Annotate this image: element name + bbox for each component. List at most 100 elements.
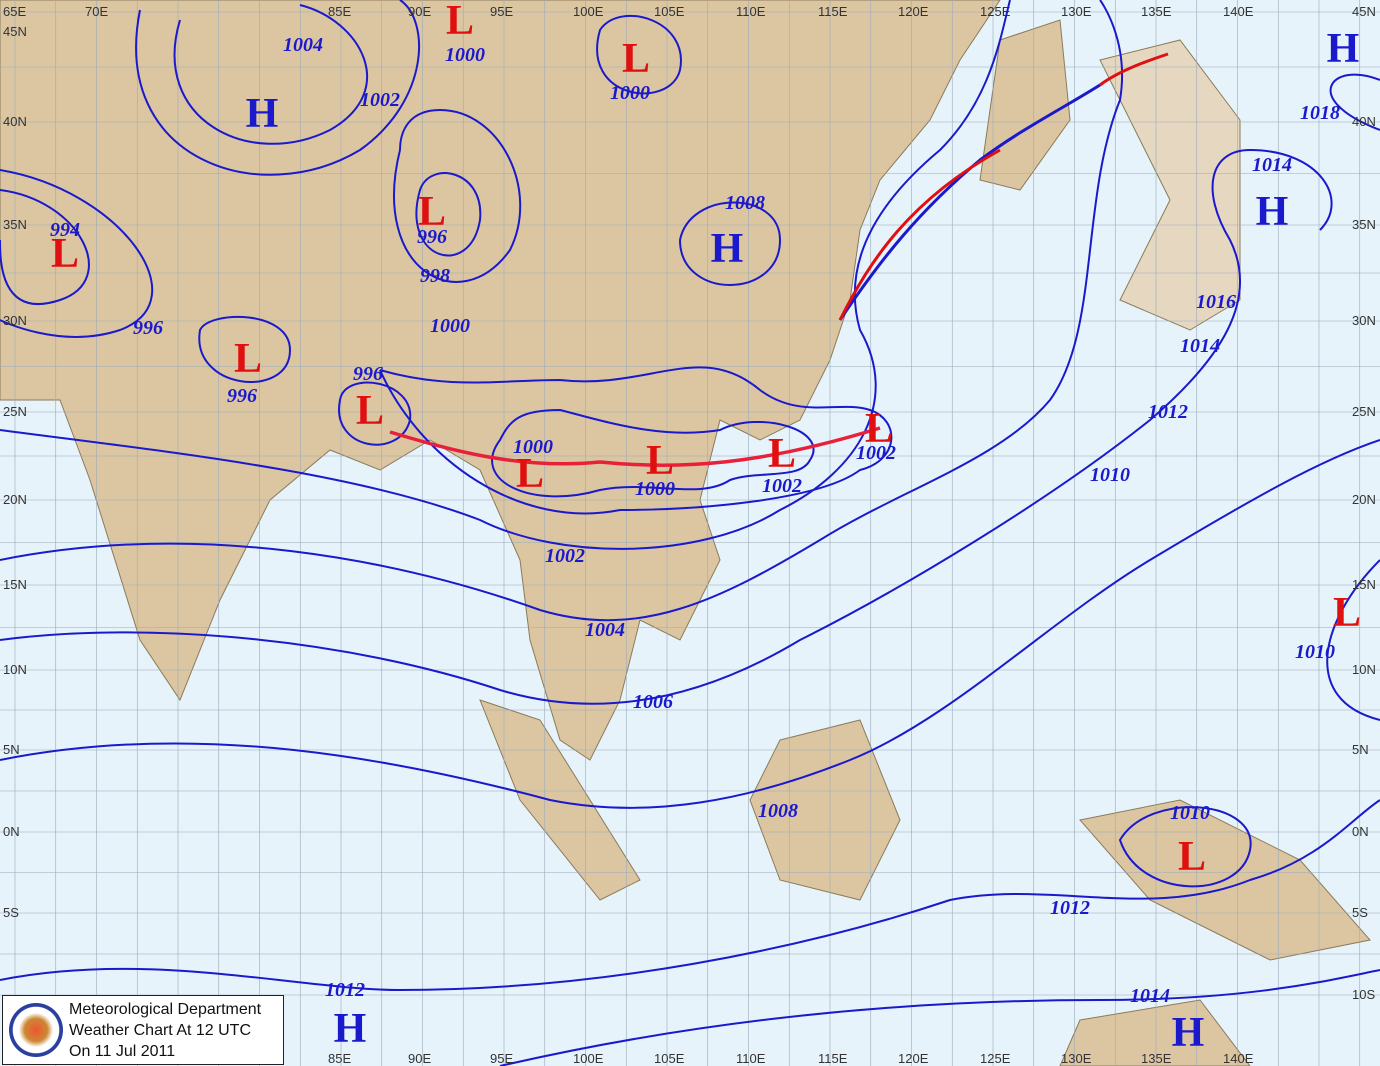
latitude-label: 35N <box>1352 217 1376 232</box>
longitude-label: 140E <box>1223 1051 1254 1066</box>
latitude-label: 40N <box>1352 114 1376 129</box>
isobar-label: 1016 <box>1196 291 1236 313</box>
legend-org: Meteorological Department <box>69 1001 262 1018</box>
longitude-label: 125E <box>980 1051 1011 1066</box>
isobar-label: 1010 <box>1090 464 1130 486</box>
latitude-label: 5N <box>3 742 20 757</box>
isobar-label: 1018 <box>1300 102 1340 124</box>
latitude-label: 10S <box>1352 987 1376 1002</box>
longitude-label: 105E <box>654 4 685 19</box>
longitude-label: 95E <box>490 4 514 19</box>
isobar-label: 996 <box>227 385 257 407</box>
longitude-label: 90E <box>408 4 432 19</box>
chart-legend: Meteorological Department Weather Chart … <box>2 995 284 1065</box>
longitude-label: 100E <box>573 1051 604 1066</box>
longitude-label: 125E <box>980 4 1011 19</box>
low-pressure-center: L <box>50 231 80 278</box>
latitude-label: 5N <box>1352 742 1369 757</box>
isobar-label: 996 <box>417 226 447 248</box>
longitude-label: 130E <box>1061 1051 1092 1066</box>
latitude-label: 5S <box>1352 905 1368 920</box>
latitude-label: 30N <box>1352 313 1376 328</box>
isobar-label: 1000 <box>445 44 485 66</box>
latitude-label: 15N <box>1352 577 1376 592</box>
isobar-label: 1010 <box>1170 802 1210 824</box>
low-pressure-center: L <box>355 388 385 435</box>
longitude-label: 115E <box>818 4 848 19</box>
isobar-label: 1000 <box>513 436 553 458</box>
longitude-label: 85E <box>328 4 352 19</box>
isobar-label: 1014 <box>1130 985 1170 1007</box>
department-seal-logo <box>9 1003 63 1057</box>
latitude-label: 0N <box>1352 824 1369 839</box>
latitude-label: 20N <box>1352 492 1376 507</box>
longitude-label: 140E <box>1223 4 1254 19</box>
high-pressure-center: H <box>1171 1010 1205 1057</box>
isobar-label: 1014 <box>1252 154 1292 176</box>
longitude-label: 105E <box>654 1051 685 1066</box>
isobar-label: 1012 <box>1148 401 1188 423</box>
low-pressure-center: L <box>864 406 894 453</box>
low-pressure-center: L <box>233 336 263 383</box>
legend-title: Weather Chart At 12 UTC <box>69 1022 251 1039</box>
latitude-label: 10N <box>3 662 27 677</box>
longitude-label: 115E <box>818 1051 848 1066</box>
latitude-label: 45N <box>3 24 27 39</box>
isobar-label: 1010 <box>1295 641 1335 663</box>
low-pressure-center: L <box>767 431 797 478</box>
isobar-label: 996 <box>353 363 383 385</box>
latitude-label: 5S <box>3 905 19 920</box>
high-pressure-center: H <box>333 1006 367 1053</box>
longitude-label: 65E <box>3 4 27 19</box>
low-pressure-center: L <box>621 36 651 83</box>
longitude-label: 90E <box>408 1051 432 1066</box>
low-pressure-center: L <box>417 189 447 236</box>
latitude-label: 30N <box>3 313 27 328</box>
isobar-label: 1002 <box>545 545 585 567</box>
longitude-label: 95E <box>490 1051 514 1066</box>
high-pressure-center: H <box>1255 189 1289 236</box>
longitude-label: 135E <box>1141 4 1172 19</box>
latitude-label: 25N <box>1352 404 1376 419</box>
low-pressure-center: L <box>445 0 475 45</box>
isobar-label: 1012 <box>1050 897 1090 919</box>
isobar-label: 1002 <box>856 442 896 464</box>
high-pressure-center: H <box>710 226 744 273</box>
latitude-label: 15N <box>3 577 27 592</box>
isobar-label: 1000 <box>430 315 470 337</box>
isobar-label: 1012 <box>325 979 365 1001</box>
low-pressure-center: L <box>515 451 545 498</box>
isobar-label: 1004 <box>585 619 625 641</box>
low-pressure-center: L <box>1332 590 1362 637</box>
isobar-label: 1014 <box>1180 335 1220 357</box>
longitude-label: 70E <box>85 4 109 19</box>
longitude-label: 110E <box>736 1051 766 1066</box>
isobar-label: 1004 <box>283 34 323 56</box>
low-pressure-center: L <box>645 438 675 485</box>
latitude-label: 35N <box>3 217 27 232</box>
latitude-label: 20N <box>3 492 27 507</box>
isobar-label: 996 <box>133 317 163 339</box>
longitude-label: 120E <box>898 1051 929 1066</box>
isobar-label: 1008 <box>758 800 798 822</box>
longitude-label: 85E <box>328 1051 352 1066</box>
low-pressure-center: L <box>1177 834 1207 881</box>
longitude-label: 110E <box>736 4 766 19</box>
trough-line <box>389 426 881 467</box>
longitude-label: 130E <box>1061 4 1092 19</box>
isobar-label: 998 <box>420 265 450 287</box>
isobar-label: 1006 <box>633 691 673 713</box>
warm-front <box>838 52 1169 321</box>
latitude-label: 40N <box>3 114 27 129</box>
longitude-label: 120E <box>898 4 929 19</box>
high-pressure-center: H <box>1326 26 1360 73</box>
latitude-label: 0N <box>3 824 20 839</box>
isobar-label: 1002 <box>762 475 802 497</box>
longitude-label: 135E <box>1141 1051 1172 1066</box>
latitude-label: 10N <box>1352 662 1376 677</box>
isobar-label: 994 <box>50 219 80 241</box>
isobar-label: 1002 <box>360 89 400 111</box>
